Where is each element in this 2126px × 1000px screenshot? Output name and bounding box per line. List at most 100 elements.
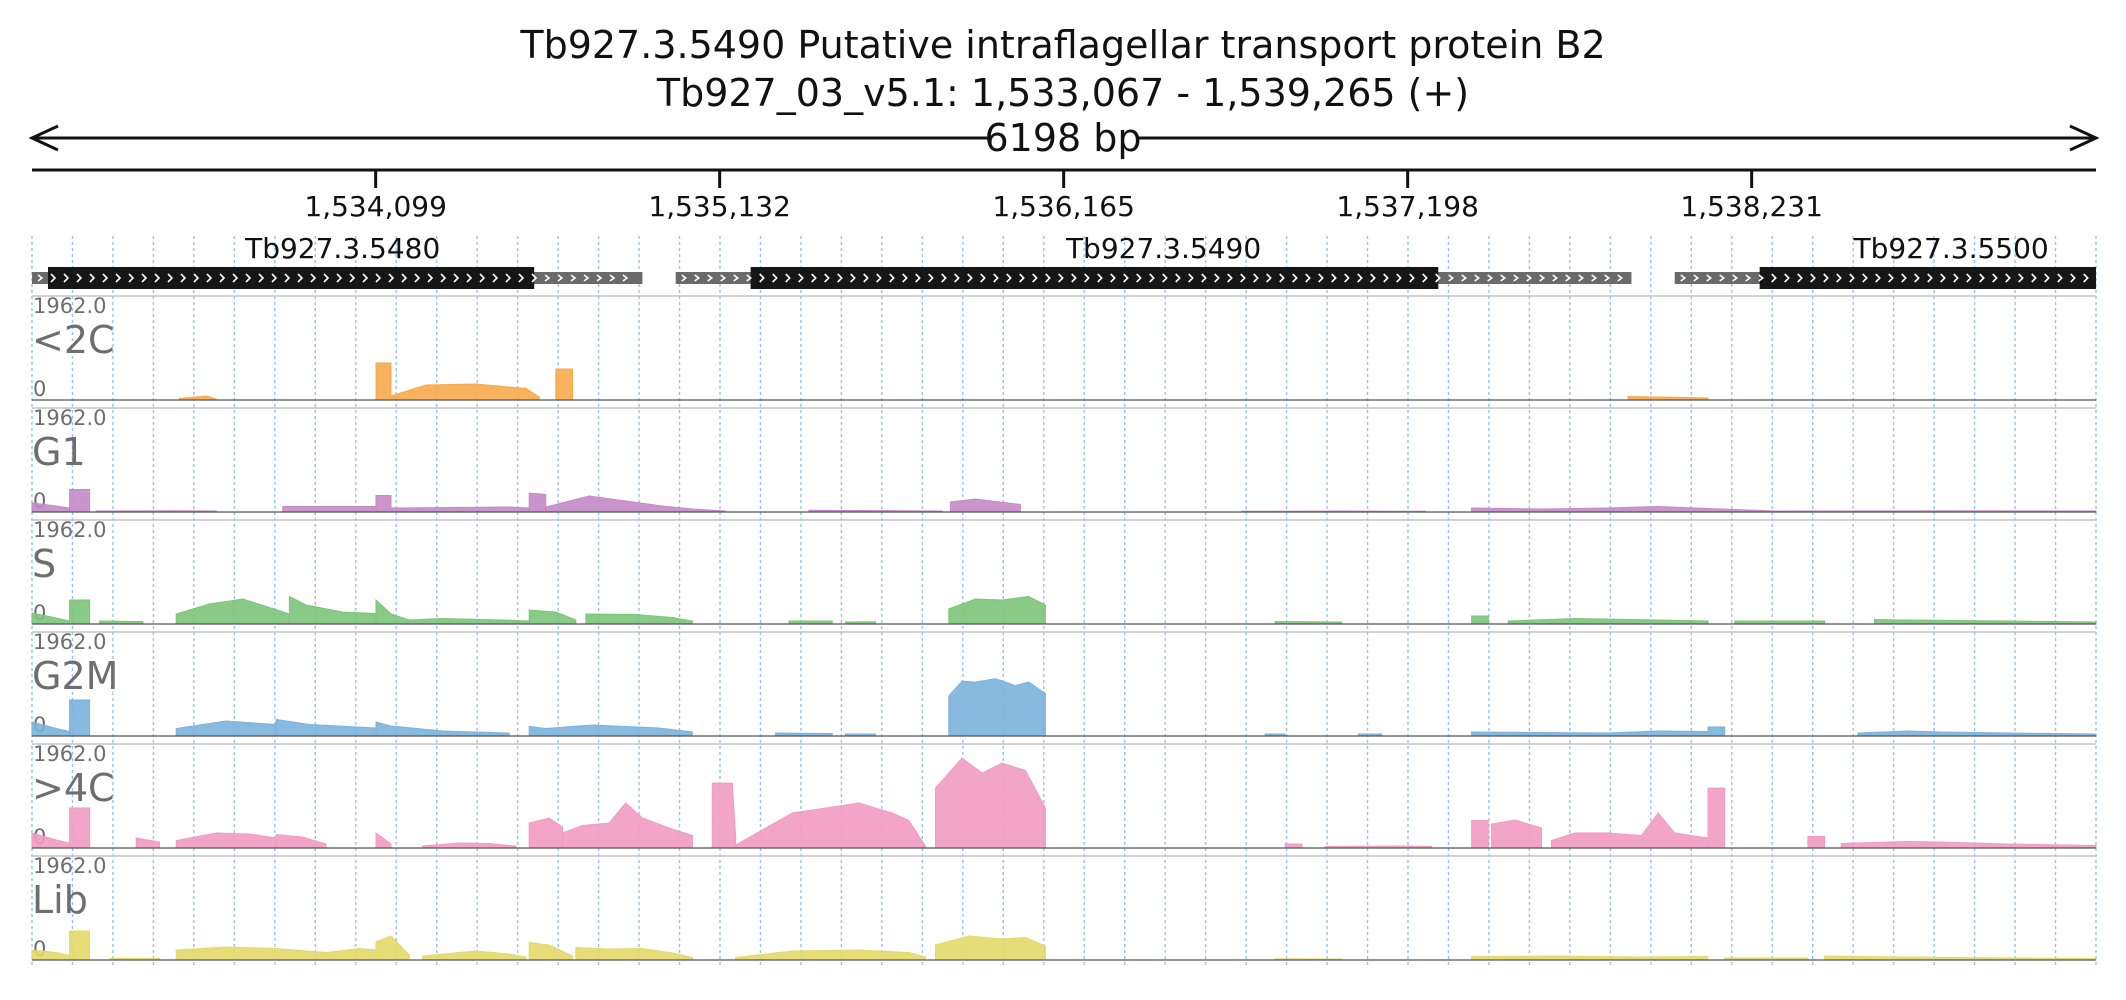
coverage-area xyxy=(175,946,377,961)
coverage-track: 1962.0S0 xyxy=(31,518,2097,625)
coverage-area xyxy=(1471,730,1709,737)
coverage-area xyxy=(275,833,327,849)
track-max-label: 1962.0 xyxy=(33,294,106,318)
coverage-area xyxy=(562,802,693,849)
genomic-location: Tb927_03_v5.1: 1,533,067 - 1,539,265 (+) xyxy=(656,71,1469,115)
tick-label: 1,535,132 xyxy=(648,190,791,223)
coverage-area xyxy=(275,718,377,737)
coverage-area xyxy=(1551,812,1709,849)
coverage-area xyxy=(69,599,91,625)
coordinate-ticks: 1,534,099 1,535,132 1,536,165 1,537,198 1,53… xyxy=(304,170,1823,223)
coverage-area xyxy=(375,935,410,961)
track-name: >4C xyxy=(32,766,115,810)
coverage-track: 1962.0>4C0 xyxy=(31,742,2097,849)
coverage-area xyxy=(31,949,71,961)
span-length-label: 6198 bp xyxy=(984,116,1141,160)
coverage-area xyxy=(711,782,737,849)
coverage-area xyxy=(575,946,693,961)
coverage-track: 1962.0<2C 0 xyxy=(32,294,2096,401)
tick-label: 1,536,165 xyxy=(992,190,1135,223)
track-name: G2M xyxy=(32,654,118,698)
coverage-area xyxy=(31,832,71,849)
track-max-label: 1962.0 xyxy=(33,854,106,878)
coverage-area xyxy=(735,802,926,849)
gene-label: Tb927.3.5500 xyxy=(1853,232,2049,265)
coverage-area xyxy=(375,362,392,401)
coverage-area xyxy=(31,721,71,737)
gene-cds xyxy=(750,267,1439,289)
coverage-area xyxy=(69,699,91,737)
coverage-area xyxy=(935,757,1046,849)
coverage-area xyxy=(375,832,392,849)
tick-label: 1,538,231 xyxy=(1680,190,1823,223)
coverage-area xyxy=(528,492,547,513)
coverage-area xyxy=(948,595,1046,625)
strand-chevrons-icon xyxy=(1680,273,2089,283)
tick-label: 1,534,099 xyxy=(304,190,447,223)
gene-cds xyxy=(47,267,535,289)
coverage-area xyxy=(1807,836,1826,849)
tick-label: 1,537,198 xyxy=(1336,190,1479,223)
gene-annotation-track: Tb927.3.5480 Tb927.3.5490 Tb927.3.5500 xyxy=(32,232,2096,289)
coverage-area xyxy=(375,495,392,513)
coverage-area xyxy=(949,498,1021,513)
coverage-area xyxy=(31,612,71,625)
coverage-area xyxy=(1471,615,1489,625)
span-ruler: 6198 bp xyxy=(28,116,2100,160)
track-name: S xyxy=(32,542,56,586)
coverage-area xyxy=(69,807,91,849)
coverage-area xyxy=(528,941,573,961)
arrow-right-icon xyxy=(2069,124,2100,152)
arrow-left-icon xyxy=(28,124,59,152)
coverage-area xyxy=(390,506,530,513)
grid-lines xyxy=(31,236,2097,968)
track-max-label: 1962.0 xyxy=(33,630,106,654)
coverage-area xyxy=(1874,618,2097,625)
coverage-area xyxy=(175,598,290,625)
coverage-area xyxy=(935,935,1046,961)
coverage-area xyxy=(31,502,71,513)
track-name: G1 xyxy=(32,430,86,474)
gene-cds xyxy=(1759,267,2096,289)
track-name: Lib xyxy=(32,878,88,922)
gene-model: Tb927.3.5480 xyxy=(32,232,643,289)
strand-chevrons-icon xyxy=(37,273,629,283)
coverage-area xyxy=(585,613,693,625)
coverage-area xyxy=(69,489,91,513)
coverage-area xyxy=(69,930,91,961)
gene-model: Tb927.3.5490 xyxy=(675,232,1632,289)
gene-model: Tb927.3.5500 xyxy=(1674,232,2096,289)
coverage-area xyxy=(1507,617,1709,625)
track-max-label: 1962.0 xyxy=(33,518,106,542)
coverage-area xyxy=(545,495,727,513)
track-max-label: 1962.0 xyxy=(33,742,106,766)
coverage-area xyxy=(1707,726,1726,737)
gene-label: Tb927.3.5480 xyxy=(244,232,440,265)
strand-chevrons-icon xyxy=(681,273,1624,283)
coverage-area xyxy=(528,609,577,625)
track-zero-label: 0 xyxy=(33,377,46,401)
coverage-area xyxy=(555,368,573,401)
coverage-area xyxy=(288,595,377,625)
gene-title: Tb927.3.5490 Putative intraflagellar tra… xyxy=(519,23,1605,67)
coverage-area xyxy=(422,950,527,961)
coverage-area xyxy=(528,724,693,737)
track-name: <2C xyxy=(32,318,115,362)
coverage-area xyxy=(528,817,563,849)
coverage-area xyxy=(1840,840,2097,849)
coverage-area xyxy=(175,720,277,737)
coverage-area xyxy=(175,832,277,849)
track-max-label: 1962.0 xyxy=(33,406,106,430)
coverage-track: 1962.0G2M0 xyxy=(31,630,2097,737)
gene-label: Tb927.3.5490 xyxy=(1065,232,1261,265)
coverage-tracks: 1962.0<2C01962.0G101962.0S01962.0G2M0196… xyxy=(31,294,2097,961)
coverage-area xyxy=(1857,730,2097,737)
coverage-area xyxy=(735,949,926,961)
coverage-area xyxy=(948,678,1046,737)
coverage-area xyxy=(1491,819,1542,849)
coverage-area xyxy=(1471,820,1489,849)
coverage-area xyxy=(282,506,377,513)
